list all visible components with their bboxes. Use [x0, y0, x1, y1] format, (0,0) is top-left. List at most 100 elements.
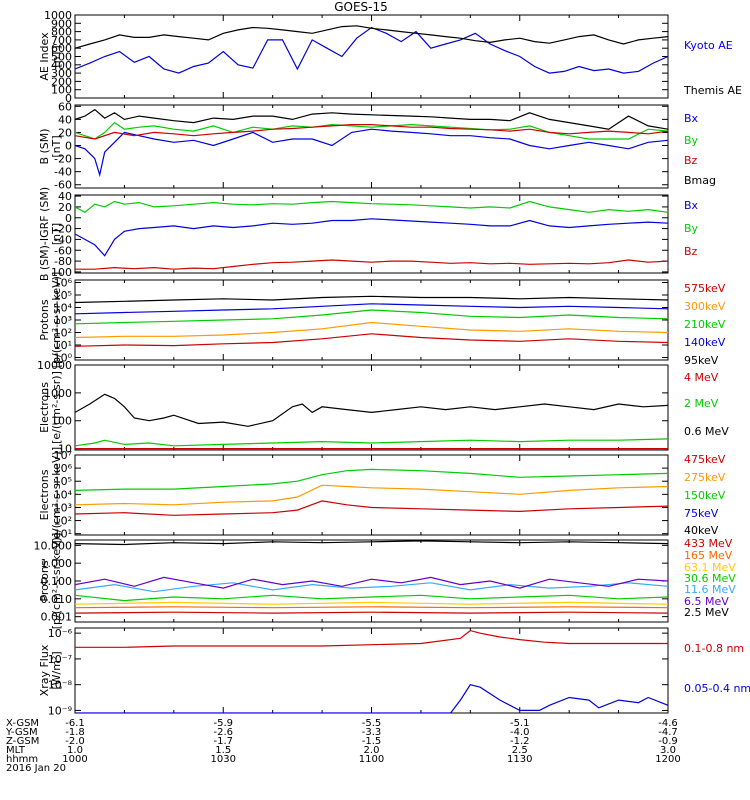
series-line-30.6-MeV	[75, 594, 668, 602]
y-axis-label: Protons[p/(cm²-s-sr-keV)]	[38, 272, 63, 369]
series-line-Bmag	[75, 108, 668, 130]
legend-label: 0.6 MeV	[684, 425, 729, 438]
legend-label: 165 MeV	[684, 549, 733, 562]
y-tick-label: 10⁷	[54, 449, 72, 462]
y-tick-label: -80	[54, 255, 72, 268]
series-group	[75, 468, 668, 516]
y-tick-label: 10⁶	[54, 462, 73, 475]
legend-label: 40keV	[684, 524, 719, 537]
legend-label: Bmag	[684, 174, 716, 187]
y-tick-label: 100	[51, 266, 72, 279]
legend-label: 275keV	[684, 471, 726, 484]
legend-label: Bx	[684, 199, 699, 212]
y-tick-label: 10⁴	[54, 302, 73, 315]
y-tick-label: 1000	[44, 9, 72, 22]
panel-frame	[74, 627, 669, 714]
footer-value: 1000	[62, 754, 87, 765]
legend-label: 0.05-0.4 nm	[684, 682, 750, 695]
y-tick-label: 10¹	[54, 528, 72, 541]
series-line-433-MeV	[75, 611, 668, 614]
series-group	[75, 393, 668, 450]
panel-frame	[74, 104, 669, 189]
y-axis-label-line: [p/(cm²-s-sr-keV)]	[50, 533, 63, 630]
series-line-Themis-AE	[75, 25, 668, 49]
y-axis-label: Electrons[e/(cm²-s-sr-keV)]	[38, 447, 63, 543]
series-line-95keV	[75, 295, 668, 304]
footer-value: -1.5	[362, 736, 382, 747]
footer-value: 2.0	[364, 745, 380, 756]
y-tick-label: 400	[51, 59, 72, 72]
footer-row-label: MLT	[6, 745, 26, 756]
y-tick-label: 60	[58, 100, 72, 113]
footer-value: -2.0	[65, 736, 85, 747]
plot-title: GOES-15	[334, 0, 388, 14]
legend-label: 4 MeV	[684, 371, 719, 384]
y-axis-label-line: B (SM)-IGRF (SM)	[38, 187, 51, 281]
series-group	[75, 200, 668, 270]
series-group	[75, 25, 668, 74]
y-tick-label: 800	[51, 26, 72, 39]
y-axis-label-line: [nT]	[50, 45, 63, 67]
legend-label: 63.1 MeV	[684, 561, 736, 574]
panel-frame	[74, 279, 669, 361]
y-tick-label: 600	[51, 42, 72, 55]
y-tick-label: -40	[54, 233, 72, 246]
series-group	[75, 540, 668, 614]
y-tick-label: 40	[58, 113, 72, 126]
series-line-63.1-MeV	[75, 601, 668, 605]
y-tick-label: 700	[51, 34, 72, 47]
series-group	[75, 108, 668, 178]
footer-value: 1100	[359, 754, 384, 765]
y-tick-label: 10⁵	[54, 289, 72, 302]
y-axis-label-line: [e/(cm²-s-sr)]	[50, 371, 63, 444]
y-tick-label: 10⁶	[54, 277, 73, 290]
y-axis-label: B (SM)[nT]	[38, 128, 63, 164]
legend-label: 150keV	[684, 489, 726, 502]
legend-label: Themis AE	[683, 84, 742, 97]
series-line-0.05-0.4-nm	[75, 684, 668, 713]
legend-label: Bz	[684, 154, 698, 167]
footer-row-label: Y-GSM	[5, 727, 38, 738]
legend-label: 140keV	[684, 336, 726, 349]
series-line-6.5-MeV	[75, 576, 668, 589]
legend-label: 0.1-0.8 nm	[684, 642, 744, 655]
legend-label: 6.5 MeV	[684, 595, 729, 608]
y-tick-label: 10³	[54, 314, 72, 327]
footer-value: 1.5	[215, 745, 231, 756]
series-line-Bz	[75, 259, 668, 270]
y-axis-label-line: AE Index	[38, 32, 51, 81]
legend-label: 95keV	[684, 354, 719, 367]
legend-label: 575keV	[684, 282, 726, 295]
series-group	[75, 629, 668, 713]
y-axis-label: B (SM)-IGRF (SM)[nT]	[38, 187, 63, 281]
legend-label: 433 MeV	[684, 537, 733, 550]
y-tick-label: 10³	[54, 501, 72, 514]
footer-value: -4.7	[658, 727, 678, 738]
y-tick-label: 10⁴	[54, 488, 73, 501]
y-axis-label: Protons[p/(cm²-s-sr-keV)]	[38, 533, 63, 630]
y-tick-label: -60	[54, 179, 72, 192]
y-tick-label: 20	[58, 126, 72, 139]
y-tick-label: 10⁰	[54, 352, 73, 365]
y-tick-label: 500	[51, 51, 72, 64]
series-group	[75, 295, 668, 347]
legend-label: 2.5 MeV	[684, 606, 729, 619]
series-line-0.6-MeV	[75, 393, 668, 427]
footer-value: 1.0	[67, 745, 83, 756]
y-axis-label-line: Xray Flux	[38, 644, 51, 696]
legend-label: Bz	[684, 245, 698, 258]
footer-value: -5.1	[510, 718, 530, 729]
panel-4: 10⁰10¹10²10³10⁴10⁵10⁶Protons[p/(cm²-s-sr…	[38, 272, 726, 369]
series-line-0.1-0.8-nm	[75, 629, 668, 648]
footer-value: -1.8	[65, 727, 85, 738]
footer: X-GSM -6.1 -5.9 -5.5 -5.1 -4.6 Y-GSM -1.8 -2.6 -3…	[5, 718, 681, 774]
series-line-300keV	[75, 321, 668, 339]
y-tick-label: 20	[58, 201, 72, 214]
legend-label: Kyoto AE	[684, 39, 733, 52]
legend-label: 2 MeV	[684, 397, 719, 410]
y-axis-label-line: [p/(cm²-s-sr-keV)]	[50, 272, 63, 369]
y-tick-label: -60	[54, 244, 72, 257]
y-tick-label: 10⁻⁷	[48, 653, 72, 666]
